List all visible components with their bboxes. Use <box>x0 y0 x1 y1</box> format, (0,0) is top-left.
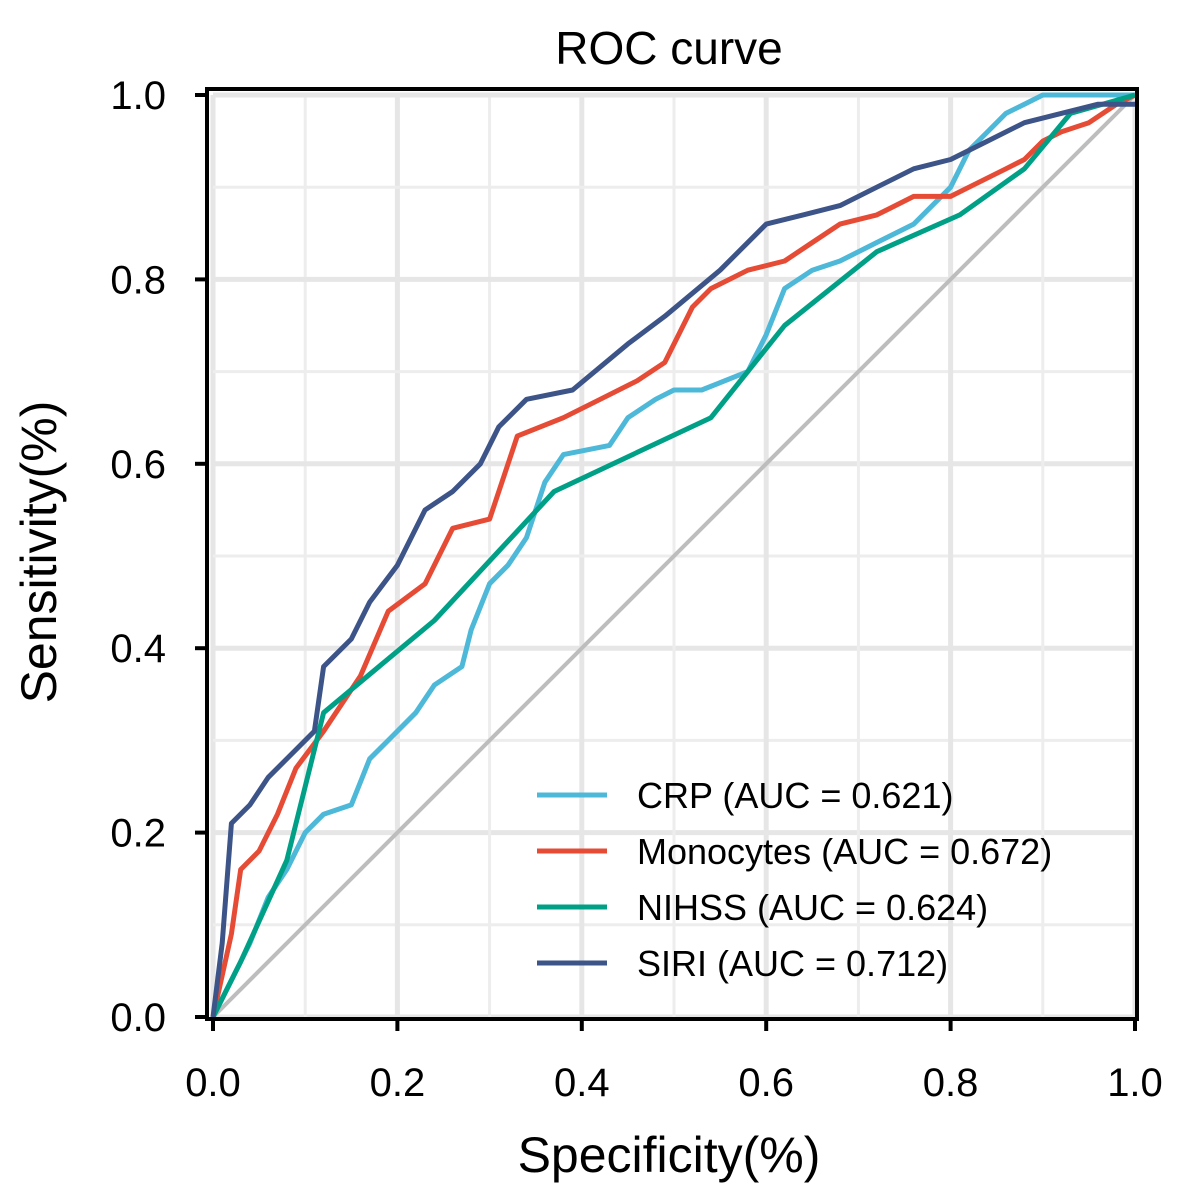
reference-diagonal-line <box>211 93 1137 1019</box>
y-tick-label: 1.0 <box>110 74 166 118</box>
y-tick-label: 0.4 <box>110 627 166 671</box>
legend-label-2: NIHSS (AUC = 0.624) <box>637 887 988 928</box>
legend-label-3: SIRI (AUC = 0.712) <box>637 943 948 984</box>
y-tick-label: 0.6 <box>110 443 166 487</box>
x-tick-label: 0.2 <box>370 1061 426 1105</box>
y-tick-label: 0.8 <box>110 258 166 302</box>
x-tick-label: 0.4 <box>554 1061 610 1105</box>
x-tick-label: 1.0 <box>1107 1061 1163 1105</box>
legend-label-1: Monocytes (AUC = 0.672) <box>637 831 1052 872</box>
plot-frame <box>205 87 1139 1021</box>
x-tick-label: 0.8 <box>923 1061 979 1105</box>
legend: CRP (AUC = 0.621) Monocytes (AUC = 0.672)… <box>537 775 1052 984</box>
x-tick-label: 0.0 <box>185 1061 241 1105</box>
y-axis-title: Sensitivity(%) <box>11 401 67 704</box>
legend-label-0: CRP (AUC = 0.621) <box>637 775 953 816</box>
series-line-0 <box>210 92 1135 1019</box>
series-line-2 <box>210 92 1136 1019</box>
grid <box>210 92 1138 1020</box>
x-tick-label: 0.6 <box>738 1061 794 1105</box>
reference-line <box>211 93 1137 1019</box>
x-axis-title: Specificity(%) <box>518 1127 821 1183</box>
axes: 0.0 0.2 0.4 0.6 0.8 1.0 0.0 0.2 0.4 0.6 0.8 1.0 <box>110 74 1162 1105</box>
y-tick-label: 0.0 <box>110 996 166 1040</box>
y-tick-label: 0.2 <box>110 812 166 856</box>
chart-title: ROC curve <box>555 22 782 74</box>
series-line-3 <box>210 101 1135 1018</box>
series-line-1 <box>210 92 1137 1018</box>
series-lines <box>210 92 1137 1019</box>
